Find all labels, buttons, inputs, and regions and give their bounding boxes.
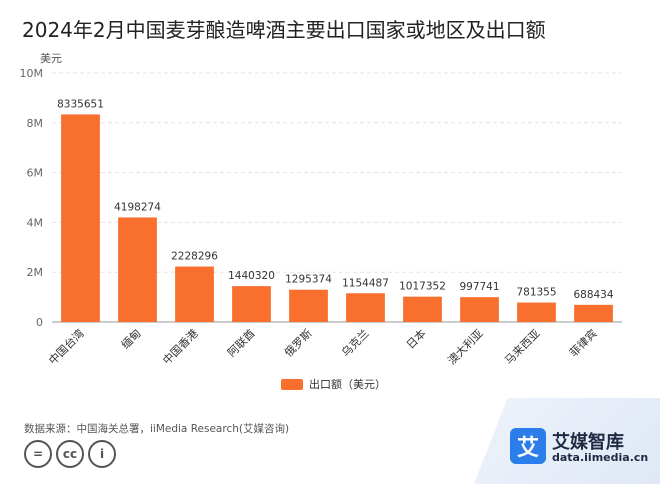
person-icon: i (88, 440, 116, 468)
bar-value-label: 1295374 (285, 274, 332, 286)
bar-value-label: 1440320 (228, 270, 275, 282)
y-axis-unit: 美元 (40, 52, 62, 65)
category-label: 中国香港 (160, 327, 200, 367)
bar (403, 296, 442, 322)
category-label: 俄罗斯 (282, 327, 315, 360)
category-label: 菲律宾 (566, 326, 599, 359)
bar-value-label: 2228296 (171, 251, 218, 263)
y-tick-label: 2M (27, 266, 44, 279)
legend-label: 出口额（美元） (309, 378, 386, 391)
value-labels: 8335651 4198274 2228296 1440320 1295374 11544… (57, 98, 614, 300)
bar (517, 302, 556, 322)
bar (232, 286, 271, 322)
y-tick-label: 4M (27, 216, 44, 229)
equals-icon: = (24, 440, 52, 468)
brand-name: 艾媒智库 (552, 432, 624, 453)
bar-value-label: 1017352 (399, 281, 446, 293)
bar (118, 217, 157, 322)
cc-icon: cc (56, 440, 84, 468)
source-note: 数据来源：中国海关总署，iiMedia Research(艾媒咨询) (24, 423, 290, 435)
bar (175, 266, 214, 322)
bars (61, 114, 613, 322)
bar-value-label: 688434 (573, 289, 613, 301)
y-tick-label: 8M (27, 117, 44, 130)
bar (460, 297, 499, 322)
bar (346, 293, 385, 322)
chart-title: 2024年2月中国麦芽酿造啤酒主要出口国家或地区及出口额 (22, 18, 546, 42)
category-label: 日本 (403, 326, 428, 351)
category-label: 乌克兰 (338, 326, 371, 359)
brand-panel (474, 398, 660, 484)
bar-value-label: 8335651 (57, 98, 104, 110)
legend-swatch (281, 378, 303, 390)
bar-value-label: 997741 (459, 281, 499, 293)
bar (289, 289, 328, 322)
bar-value-label: 781355 (516, 287, 556, 299)
brand-logo-icon: 艾 (510, 428, 546, 464)
category-labels: 中国台湾 缅甸 中国香港 阿联酋 俄罗斯 乌克兰 日本 澳大利亚 马来西亚 菲律宾 (46, 326, 600, 367)
legend[interactable]: 出口额（美元） (281, 376, 386, 392)
license-badges: = cc i (24, 440, 116, 468)
category-label: 中国台湾 (46, 326, 87, 367)
brand-url[interactable]: data.iimedia.cn (552, 451, 649, 464)
y-axis-ticks: 0 2M 4M 6M 8M 10M (20, 67, 44, 329)
category-label: 缅甸 (118, 326, 143, 351)
bar-value-label: 1154487 (342, 277, 389, 289)
bar (61, 114, 100, 322)
category-label: 马来西亚 (502, 327, 542, 367)
bar (574, 304, 613, 322)
y-tick-label: 10M (20, 67, 44, 80)
bar-value-label: 4198274 (114, 201, 161, 213)
category-label: 阿联酋 (224, 326, 257, 359)
y-tick-label: 6M (27, 167, 44, 180)
y-tick-label: 0 (36, 316, 43, 329)
category-label: 澳大利亚 (445, 326, 486, 367)
